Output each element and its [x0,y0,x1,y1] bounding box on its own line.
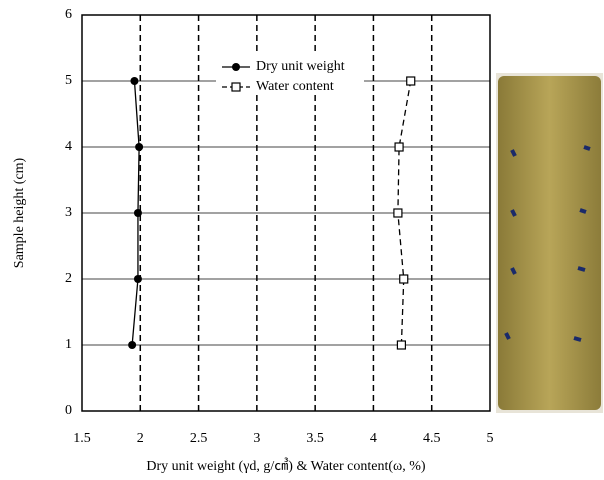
x-tick-label: 2.5 [190,431,208,446]
legend-marker [232,63,240,71]
x-tick-label: 5 [487,431,494,446]
point [134,275,142,283]
legend-marker [232,83,240,91]
y-tick-label: 3 [65,205,72,220]
sample-photo [496,73,603,413]
x-tick-label: 3.5 [306,431,324,446]
point [395,143,403,151]
x-tick-label: 2 [137,431,144,446]
point [134,209,142,217]
x-tick-label: 3 [253,431,260,446]
x-axis-label: Dry unit weight (γd, g/㎤) & Water conten… [146,458,426,474]
x-tick-label: 4 [370,431,377,446]
y-tick-label: 1 [65,337,72,352]
point [397,341,405,349]
point [400,275,408,283]
point [407,77,415,85]
y-axis-label: Sample height (cm) [12,157,27,268]
point [130,77,138,85]
y-tick-label: 2 [65,271,72,286]
legend-label: Water content [256,79,334,94]
y-tick-label: 0 [65,403,72,418]
y-tick-label: 4 [65,139,72,154]
point [135,143,143,151]
x-tick-label: 1.5 [73,431,91,446]
chart: Sample height (cm) Dry unit weight (γd, … [0,0,604,480]
y-tick-label: 5 [65,73,72,88]
point [128,341,136,349]
legend-label: Dry unit weight [256,59,345,74]
x-tick-label: 4.5 [423,431,441,446]
y-tick-label: 6 [65,7,72,22]
point [394,209,402,217]
